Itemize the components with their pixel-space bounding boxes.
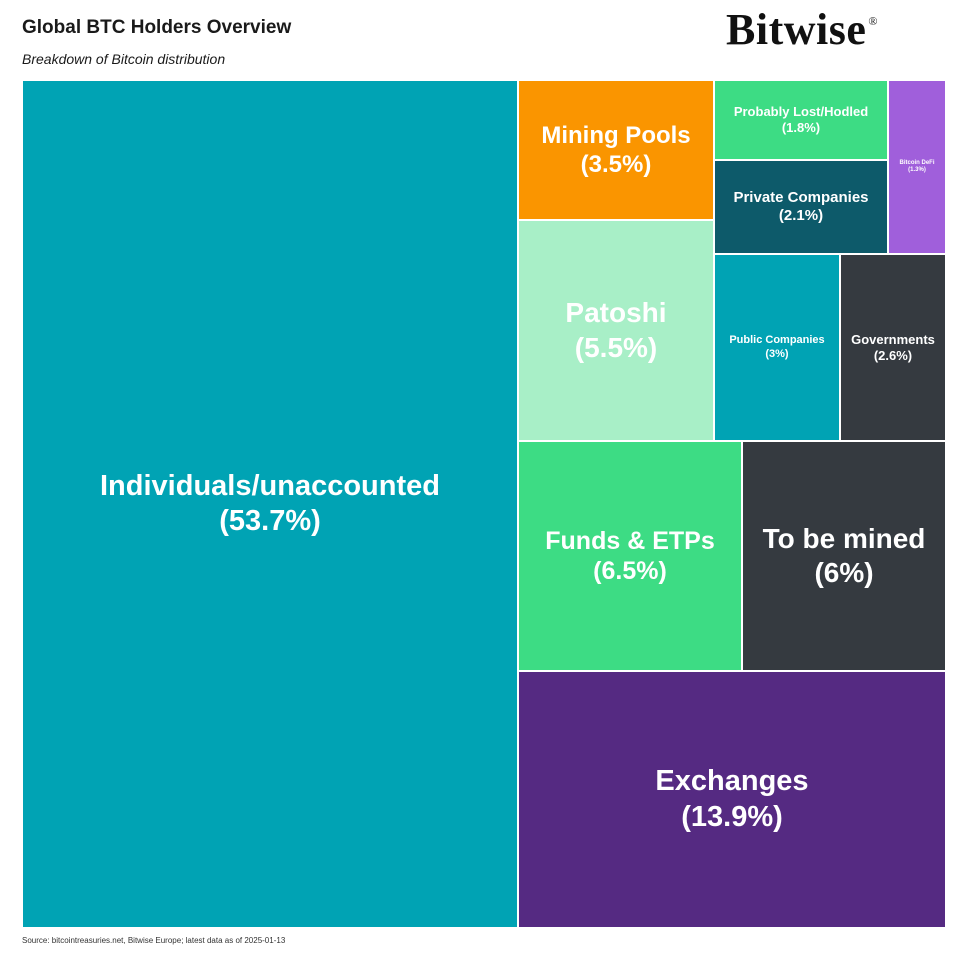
tile-label: Mining Pools	[541, 121, 691, 149]
treemap-tile-private-companies: Private Companies (2.1%)	[714, 160, 888, 254]
tile-value-label: (3%)	[765, 347, 789, 360]
tile-value-label: (13.9%)	[681, 800, 783, 833]
tile-label: Exchanges	[655, 765, 809, 798]
tile-value-label: (5.5%)	[574, 331, 658, 363]
registered-mark: ®	[868, 14, 879, 28]
treemap-tile-bitcoin-defi: Bitcoin DeFi (1.3%)	[888, 80, 946, 254]
treemap-tile-exchanges: Exchanges (13.9%)	[518, 671, 946, 928]
treemap-tile-individuals-unaccounted: Individuals/unaccounted (53.7%)	[22, 80, 518, 928]
logo-text: Bitwise	[726, 5, 867, 54]
tile-value-label: (2.6%)	[873, 347, 913, 363]
tile-label: Governments	[851, 331, 935, 347]
tile-label: Patoshi	[565, 297, 667, 329]
chart-subtitle: Breakdown of Bitcoin distribution	[22, 51, 226, 67]
treemap-tile-governments: Governments (2.6%)	[840, 254, 946, 441]
tile-value-label: (3.5%)	[580, 151, 652, 178]
tile-label: Funds & ETPs	[545, 526, 715, 555]
treemap-tile-to-be-mined: To be mined (6%)	[742, 441, 946, 671]
tile-value-label: (6.5%)	[593, 557, 667, 585]
treemap-tile-funds-etps: Funds & ETPs (6.5%)	[518, 441, 742, 671]
treemap-tile-probably-lost-hodled: Probably Lost/Hodled (1.8%)	[714, 80, 888, 160]
chart-title: Global BTC Holders Overview	[22, 17, 292, 38]
tile-value-label: (53.7%)	[219, 505, 321, 537]
tile-value-label: (2.1%)	[778, 207, 824, 224]
bitwise-logo: Bitwise ®	[726, 4, 879, 55]
treemap-tile-public-companies: Public Companies (3%)	[714, 254, 840, 441]
tile-label: Probably Lost/Hodled	[733, 104, 869, 120]
tile-value-label: (1.8%)	[781, 120, 821, 135]
treemap-tile-patoshi: Patoshi (5.5%)	[518, 220, 714, 441]
tile-label: Individuals/unaccounted	[100, 469, 440, 502]
tile-label: Private Companies	[733, 188, 869, 206]
tile-label: Bitcoin DeFi	[899, 159, 935, 166]
tile-label: To be mined	[762, 522, 926, 554]
tile-label: Public Companies	[729, 334, 825, 347]
tile-value-label: (6%)	[814, 557, 874, 588]
treemap-tile-mining-pools: Mining Pools (3.5%)	[518, 80, 714, 220]
tile-value-label: (1.3%)	[908, 167, 926, 173]
source-note: Source: bitcointreasuries.net, Bitwise E…	[22, 936, 286, 945]
